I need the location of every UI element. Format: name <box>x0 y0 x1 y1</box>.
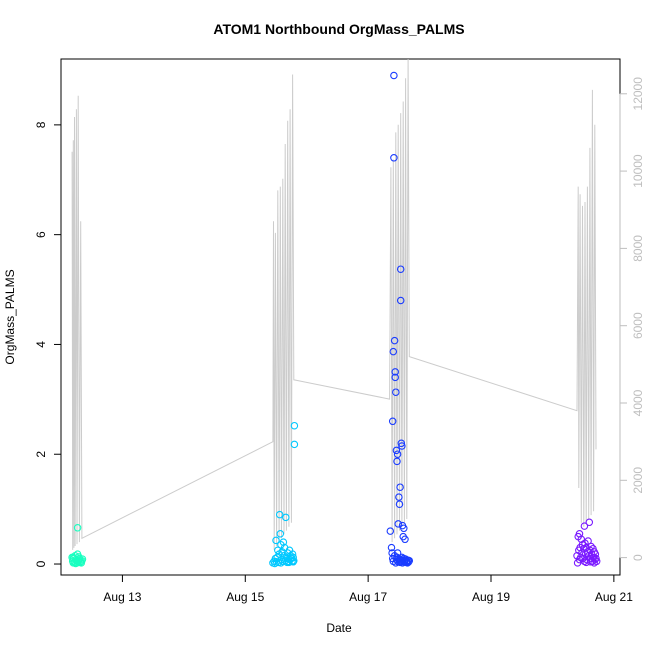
data-point <box>396 296 405 305</box>
y-tick-label: 6 <box>34 231 48 238</box>
data-point <box>282 513 290 522</box>
y-axis-left: 0 2 4 6 8 <box>34 121 62 567</box>
data-point <box>392 388 400 396</box>
data-point <box>591 550 600 558</box>
data-point <box>75 553 83 561</box>
data-point <box>275 510 284 519</box>
data-point <box>592 554 600 563</box>
data-point <box>391 368 399 376</box>
data-point <box>290 421 299 430</box>
data-point <box>73 524 82 532</box>
y2-tick-label: 12000 <box>631 77 645 111</box>
secondary-series-line <box>71 58 597 550</box>
data-point <box>585 518 594 527</box>
y2-tick-label: 10000 <box>631 154 645 188</box>
y2-tick-label: 6000 <box>631 312 645 339</box>
data-point <box>586 558 595 566</box>
data-point <box>400 524 408 533</box>
y2-tick-label: 0 <box>631 554 645 561</box>
data-point <box>388 417 397 426</box>
data-point <box>401 535 409 544</box>
secondary-line-layer <box>71 58 597 550</box>
y-tick-label: 4 <box>34 341 48 348</box>
data-point <box>279 538 288 546</box>
data-point <box>387 543 396 552</box>
data-point <box>394 520 402 528</box>
data-point <box>274 546 282 555</box>
x-tick-label: Aug 13 <box>103 590 141 604</box>
data-point <box>396 265 405 273</box>
y2-tick-label: 8000 <box>631 235 645 262</box>
y2-tick-label: 2000 <box>631 467 645 494</box>
data-point <box>289 553 297 562</box>
data-point <box>289 558 297 566</box>
data-point <box>290 440 299 449</box>
data-point <box>396 483 404 491</box>
data-point <box>69 553 78 562</box>
x-tick-label: Aug 19 <box>472 590 510 604</box>
x-tick-label: Aug 15 <box>226 590 264 604</box>
data-point <box>390 336 399 345</box>
data-point <box>575 530 584 538</box>
data-point <box>78 555 87 563</box>
y-axis-label: OrgMass_PALMS <box>3 269 17 364</box>
data-point <box>580 522 589 530</box>
y-tick-label: 2 <box>34 451 48 458</box>
data-point <box>395 500 404 508</box>
data-point <box>405 556 414 565</box>
data-point <box>578 549 586 557</box>
chart-title: ATOM1 Northbound OrgMass_PALMS <box>213 21 464 37</box>
y-axis-right: 0 2000 4000 6000 8000 10000 12000 <box>619 77 645 561</box>
y-tick-label: 0 <box>34 560 48 567</box>
data-point <box>395 493 403 501</box>
data-point <box>278 548 286 556</box>
data-point <box>587 542 595 551</box>
data-point <box>393 457 401 466</box>
data-point <box>573 559 582 567</box>
points-layer <box>68 71 601 568</box>
data-point <box>591 555 599 564</box>
data-point <box>389 347 398 356</box>
x-axis: Aug 13 Aug 15 Aug 17 Aug 19 Aug 21 <box>103 574 633 604</box>
y2-tick-label: 4000 <box>631 389 645 416</box>
data-point <box>584 537 592 545</box>
data-point <box>276 530 285 538</box>
plot-frame <box>60 58 621 576</box>
data-point <box>398 442 406 450</box>
data-point <box>590 559 598 567</box>
data-point <box>386 527 395 535</box>
x-tick-label: Aug 17 <box>349 590 387 604</box>
data-point <box>392 446 401 455</box>
data-point <box>393 549 402 557</box>
data-point <box>393 450 402 458</box>
data-point <box>71 559 80 568</box>
y-tick-label: 8 <box>34 121 48 128</box>
data-point <box>390 154 398 162</box>
data-point <box>582 558 590 567</box>
x-tick-label: Aug 21 <box>595 590 633 604</box>
data-point <box>391 373 399 382</box>
data-point <box>390 71 398 80</box>
data-point <box>272 536 280 545</box>
x-axis-label: Date <box>326 621 352 635</box>
